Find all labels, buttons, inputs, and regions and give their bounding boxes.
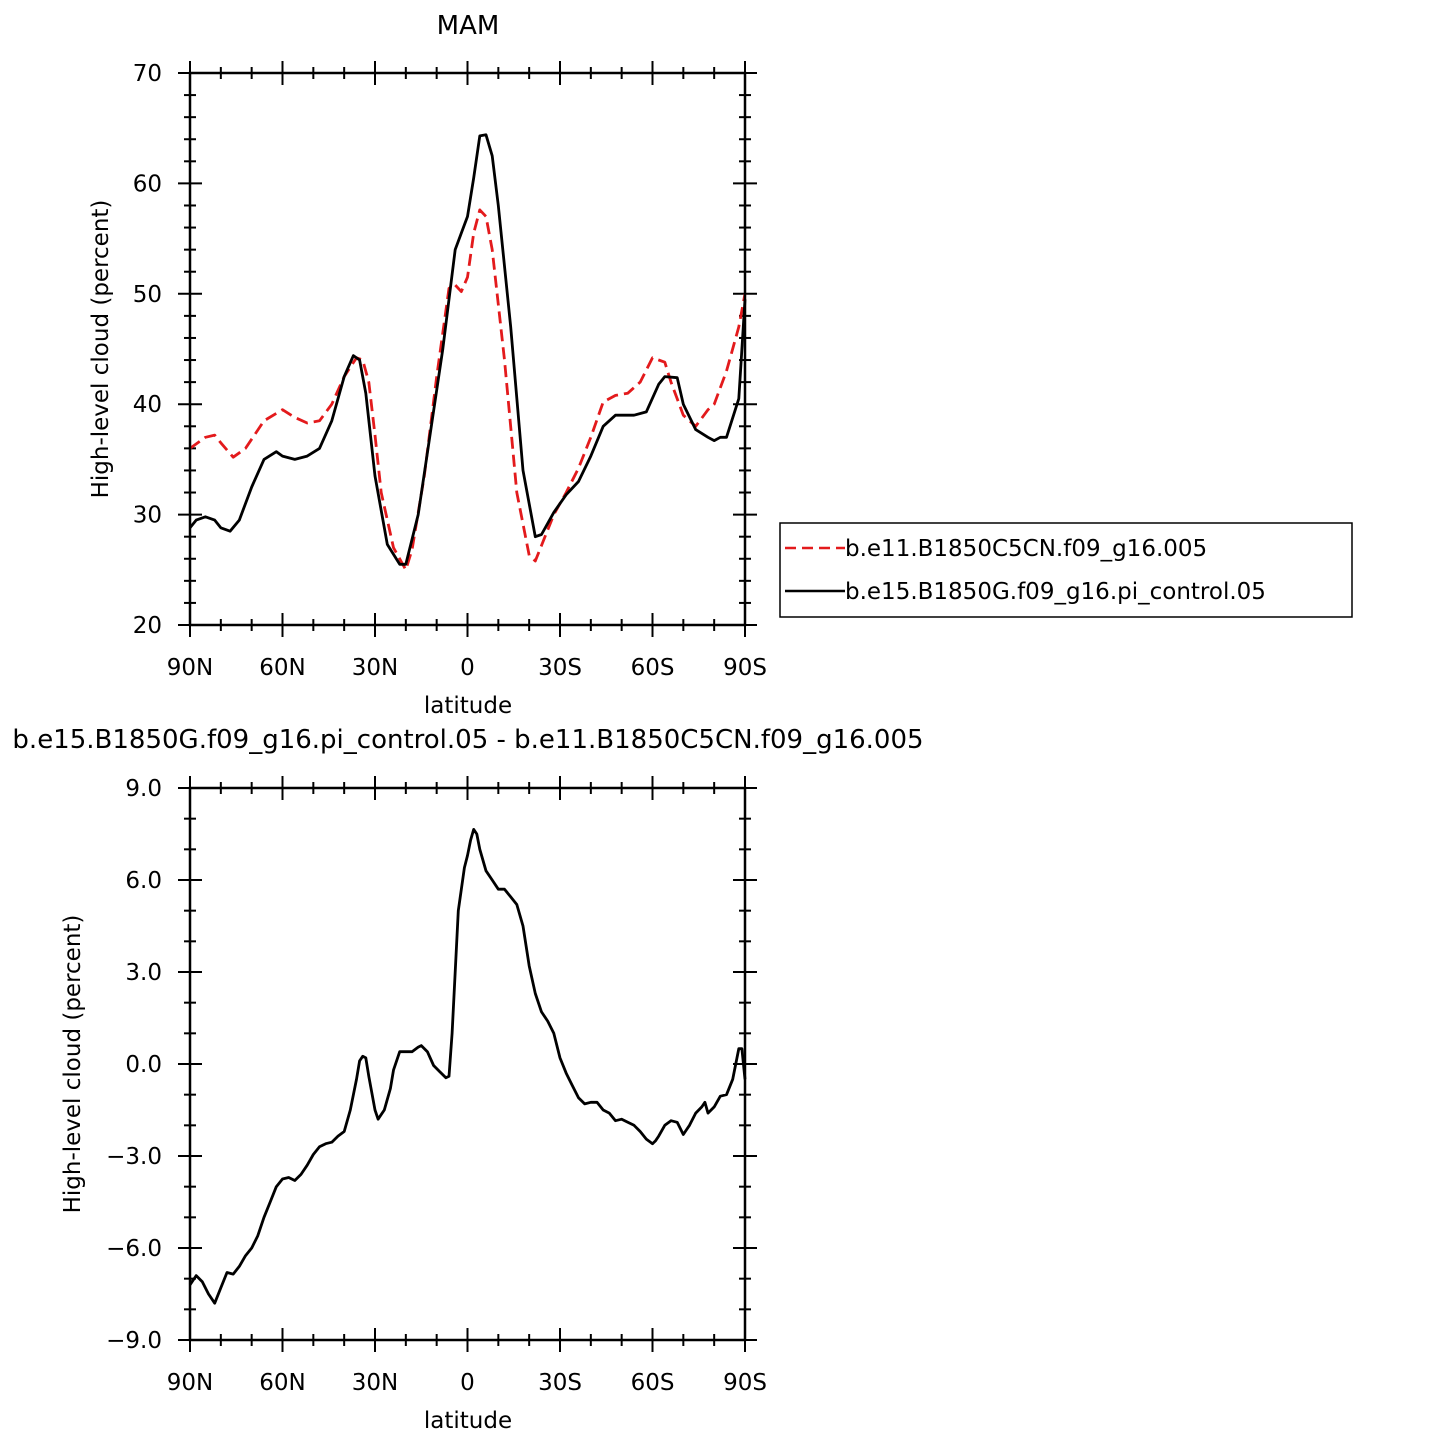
series-line-1 [188,828,747,1305]
bottom-panel: b.e15.B1850G.f09_g16.pi_control.05 - b.e… [12,725,923,1434]
top-y-axis-title: High-level cloud (percent) [88,200,114,499]
legend: b.e11.B1850C5CN.f09_g16.005 b.e15.B1850G… [779,522,1353,618]
x-tick-label: 90N [167,1370,213,1396]
bottom-y-axis-title: High-level cloud (percent) [60,915,86,1214]
bottom-x-axis-title: latitude [424,1408,512,1434]
legend-box [779,522,1353,618]
y-tick-label: 70 [133,61,162,87]
x-tick-label: 30N [352,1370,398,1396]
x-tick-label: 0 [460,1370,475,1396]
x-tick-label: 0 [460,655,475,681]
series-line-2 [188,133,747,566]
y-tick-label: 40 [133,392,162,418]
bottom-plot-frame [188,786,747,1342]
top-panel: MAM latitude High-level cloud (percent) … [88,11,767,719]
top-plot-frame [188,71,747,627]
y-tick-label: 50 [133,282,162,308]
y-tick-label: 0.0 [125,1052,162,1078]
top-chart-title: MAM [437,11,500,41]
x-tick-label: 60N [259,655,305,681]
bottom-chart-title: b.e15.B1850G.f09_g16.pi_control.05 - b.e… [12,725,923,755]
y-tick-label: 60 [133,171,162,197]
y-tick-label: −9.0 [106,1328,162,1354]
series-line-1 [189,208,747,572]
x-tick-label: 60N [259,1370,305,1396]
x-tick-label: 60S [631,1370,675,1396]
top-x-axis-title: latitude [424,693,512,719]
x-tick-label: 90S [723,655,767,681]
y-tick-label: 20 [133,613,162,639]
x-tick-label: 30N [352,655,398,681]
y-tick-label: −6.0 [106,1236,162,1262]
y-tick-label: 9.0 [125,776,162,802]
y-tick-label: −3.0 [106,1144,162,1170]
legend-label-series-1: b.e11.B1850C5CN.f09_g16.005 [845,536,1207,562]
x-tick-label: 90S [723,1370,767,1396]
x-tick-label: 60S [631,655,675,681]
y-tick-label: 3.0 [125,960,162,986]
legend-label-series-2: b.e15.B1850G.f09_g16.pi_control.05 [845,579,1266,605]
y-tick-label: 6.0 [125,868,162,894]
x-tick-label: 90N [167,655,213,681]
x-tick-label: 30S [538,1370,582,1396]
y-tick-label: 30 [133,503,162,529]
x-tick-label: 30S [538,655,582,681]
